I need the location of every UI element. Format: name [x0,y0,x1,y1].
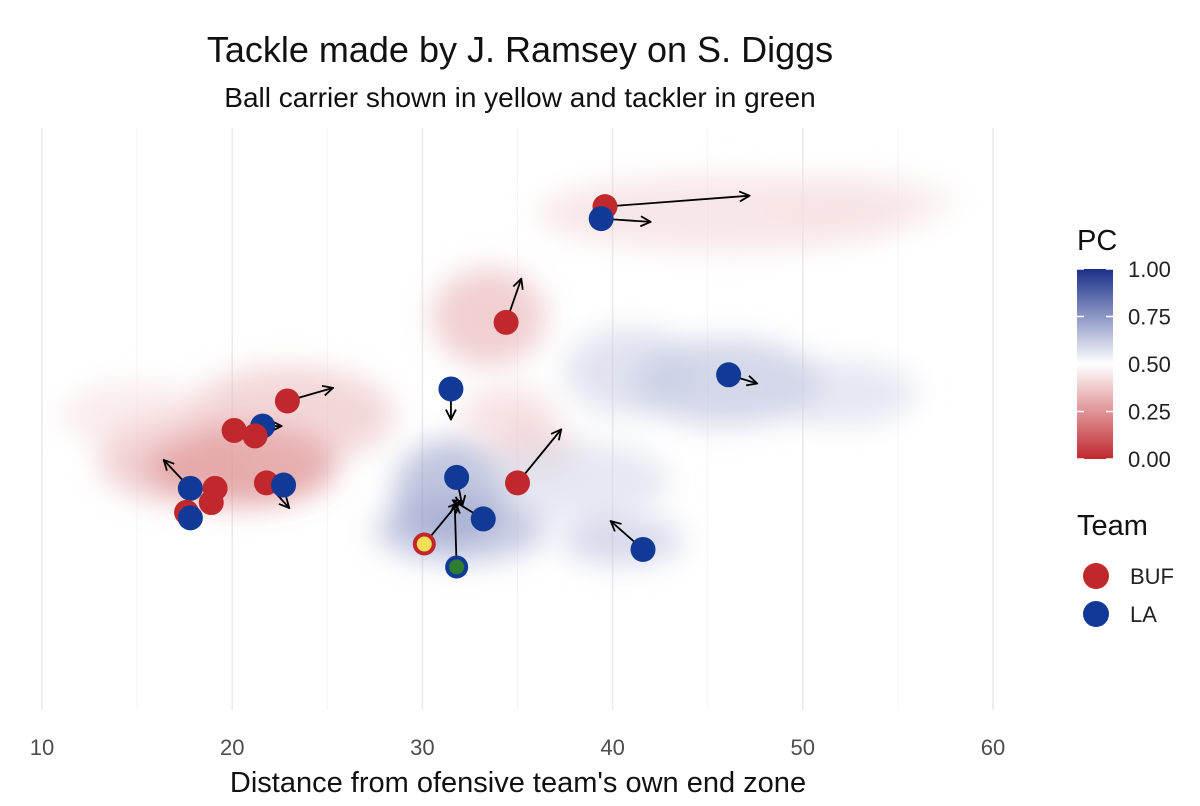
chart-subtitle: Ball carrier shown in yellow and tackler… [224,82,815,113]
pc-legend: PC 0.00 0.25 0.50 0.75 1.00 [1077,225,1171,472]
pc-tick-label: 0.25 [1128,400,1171,425]
player-point-la [630,536,656,562]
x-tick-label: 40 [600,735,624,760]
player-point-la [444,464,470,490]
ball-carrier-point [412,532,436,556]
team-legend: Team BUF LA [1077,510,1174,627]
pc-density-blob [565,327,699,416]
x-tick-label: 20 [220,735,244,760]
team-legend-label-buf: BUF [1130,564,1174,589]
pc-tick-label: 0.50 [1128,352,1171,377]
pc-legend-ticks: 0.00 0.25 0.50 0.75 1.00 [1077,257,1171,472]
player-point-la [588,206,614,232]
x-tick-label: 30 [410,735,434,760]
player-point-buf [505,470,530,496]
player-point-la [470,506,496,532]
pc-tick-label: 0.75 [1128,305,1171,330]
pc-density-blob [479,442,670,519]
player-point-buf [221,417,247,443]
team-legend-label-la: LA [1130,602,1157,627]
player-point-buf [242,423,268,449]
pc-density-blob [764,360,917,427]
player-point-la [438,376,464,402]
player-point-la [716,362,742,388]
x-tick-label: 50 [791,735,815,760]
team-legend-title: Team [1077,510,1148,542]
player-point-la [177,505,203,531]
pc-density-blob [764,174,955,230]
team-legend-swatch-la [1083,601,1109,627]
pc-tick-label: 1.00 [1128,257,1171,282]
chart-title: Tackle made by J. Ramsey on S. Diggs [207,29,833,70]
pc-density-blob [431,267,547,367]
player-point-la [177,475,203,501]
team-legend-items: BUF LA [1083,563,1174,627]
x-axis-title: Distance from ofensive team's own end zo… [230,767,806,799]
pc-legend-title: PC [1077,225,1117,257]
x-tick-label: 60 [981,735,1005,760]
tackler-point [445,555,469,579]
player-point-buf [493,309,519,335]
player-points [174,194,742,579]
player-point-buf [274,388,300,414]
pc-density-blob [61,382,214,448]
x-tick-label: 10 [30,735,54,760]
x-axis-ticks: 10 20 30 40 50 60 [30,735,1005,760]
player-point-la [271,472,297,498]
pc-tick-label: 0.00 [1128,447,1171,472]
pc-density-blob [561,516,683,565]
player-point-buf [198,490,224,516]
velocity-arrow [604,196,750,208]
team-legend-swatch-buf [1083,563,1109,589]
